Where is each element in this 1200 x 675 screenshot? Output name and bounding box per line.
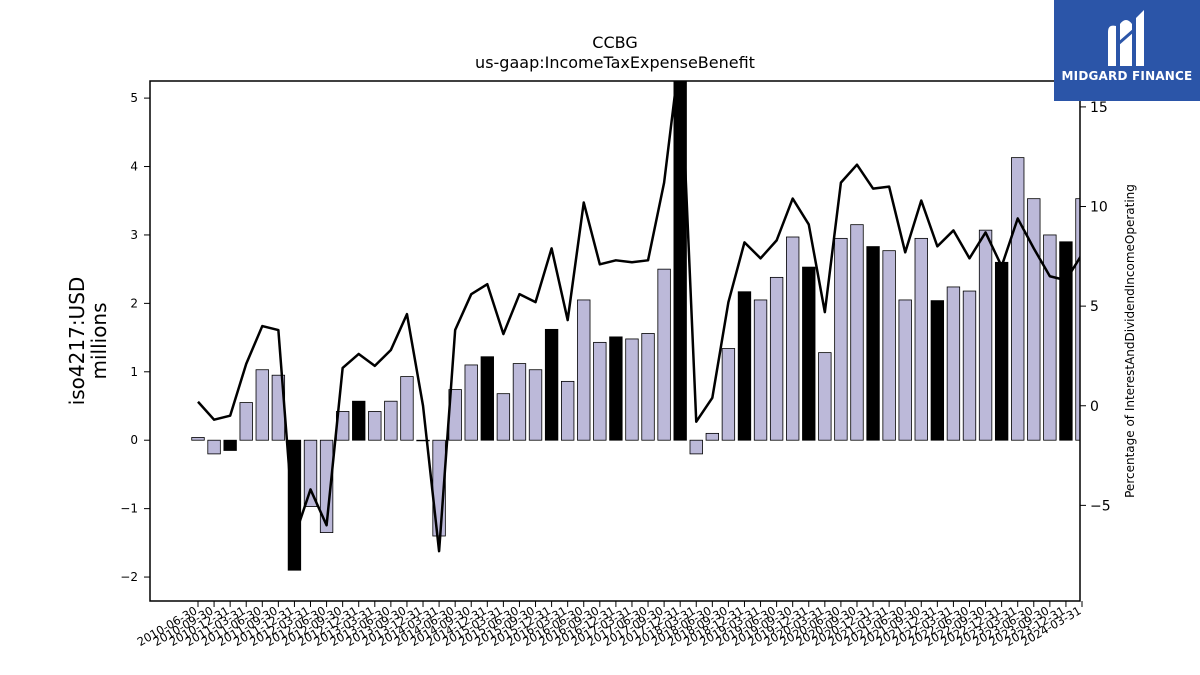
bar-2010-06-30: [191, 437, 205, 441]
y2-tick-label: 10: [1090, 200, 1108, 216]
bar-2018-12-31: [737, 291, 752, 441]
midgard-logo-icon: [1108, 10, 1144, 67]
bar-2017-09-30: [657, 268, 671, 441]
bar-2023-03-31: [1011, 157, 1025, 441]
y2-tick-label: 0: [1090, 399, 1099, 415]
bar-2012-06-30: [319, 439, 334, 533]
bar-2010-12-31: [223, 439, 237, 451]
y-axis-left: −2 −1 0 1 2 3 4 5: [120, 91, 150, 584]
bar-2021-09-30: [914, 237, 928, 441]
bar-2011-06-30: [255, 369, 269, 441]
plot-area: [191, 81, 1080, 571]
y2-tick-label: 15: [1090, 100, 1108, 116]
bar-2011-12-31: [287, 439, 302, 571]
bar-2022-03-31: [946, 286, 961, 441]
bar-2014-12-31: [480, 356, 494, 441]
y-tick-label: 4: [130, 160, 138, 174]
bar-2015-06-30: [512, 363, 527, 441]
midgard-finance-logo: MIDGARD FINANCE: [1054, 0, 1200, 101]
chart-title: CCBG: [592, 33, 637, 52]
bar-2019-06-30: [769, 276, 784, 441]
plot-frame: [149, 80, 1081, 602]
x-axis: 2010-06-302010-09-302010-12-312011-03-31…: [135, 601, 1084, 649]
y-axis-label: iso4217:USDmillions: [65, 277, 111, 406]
bar-2013-03-31: [368, 411, 382, 441]
logo-text: MIDGARD FINANCE: [1061, 69, 1193, 83]
bar-2013-12-31: [416, 439, 430, 442]
bar-2023-06-30: [1027, 198, 1041, 441]
chart-subtitle: us-gaap:IncomeTaxExpenseBenefit: [475, 53, 755, 72]
bar-2010-09-30: [207, 439, 221, 455]
bar-2015-09-30: [528, 369, 543, 441]
bar-2016-12-31: [609, 336, 623, 441]
y-axis-right: −5 0 5 10 15: [1080, 100, 1111, 514]
bar-2013-06-30: [384, 400, 398, 441]
y-tick-label: −2: [120, 570, 138, 584]
bar-2013-09-30: [400, 376, 414, 441]
bar-2018-09-30: [721, 348, 736, 441]
bar-2024-03-31: [1075, 198, 1080, 441]
bar-2011-03-31: [239, 402, 253, 441]
bar-2016-09-30: [593, 341, 607, 441]
bar-2021-12-31: [930, 300, 945, 441]
bar-2012-03-31: [303, 439, 318, 507]
bar-2016-06-30: [577, 299, 591, 441]
bar-2017-06-30: [641, 333, 655, 441]
bar-2017-03-31: [625, 338, 639, 441]
y-tick-label: 2: [130, 296, 138, 310]
bar-2019-12-31: [802, 266, 816, 441]
bar-2019-09-30: [786, 236, 800, 441]
y2-tick-label: 5: [1090, 299, 1099, 315]
bar-2020-03-31: [818, 352, 832, 441]
y-tick-label: −1: [120, 502, 138, 516]
bar-2023-12-31: [1059, 241, 1073, 441]
bar-2020-12-31: [866, 246, 880, 441]
bar-2018-03-31: [689, 439, 703, 455]
y2-tick-label: −5: [1090, 498, 1111, 514]
bar-2020-06-30: [834, 237, 848, 441]
bar-2021-03-31: [882, 250, 896, 441]
bar-2012-12-31: [352, 400, 366, 441]
bar-2015-12-31: [544, 328, 559, 441]
bar-2019-03-31: [753, 299, 768, 441]
bar-2015-03-31: [496, 393, 511, 441]
y-tick-label: 5: [130, 91, 138, 105]
bar-2016-03-31: [561, 380, 575, 441]
bar-2022-09-30: [978, 229, 993, 441]
bar-2014-09-30: [464, 364, 478, 441]
bar-2023-09-30: [1043, 234, 1057, 441]
bar-2022-12-31: [994, 261, 1009, 441]
y-tick-label: 0: [130, 433, 138, 447]
bar-2021-06-30: [898, 299, 912, 441]
bar-2017-12-31: [673, 81, 687, 441]
bar-2020-09-30: [850, 224, 864, 441]
y-tick-label: 3: [130, 228, 138, 242]
series-line: [197, 81, 1080, 553]
bar-2018-06-30: [705, 432, 719, 441]
bar-2022-06-30: [962, 290, 977, 441]
y-tick-label: 1: [130, 365, 138, 379]
y2-axis-label: Percentage of InterestAndDividendIncomeO…: [1123, 184, 1137, 498]
